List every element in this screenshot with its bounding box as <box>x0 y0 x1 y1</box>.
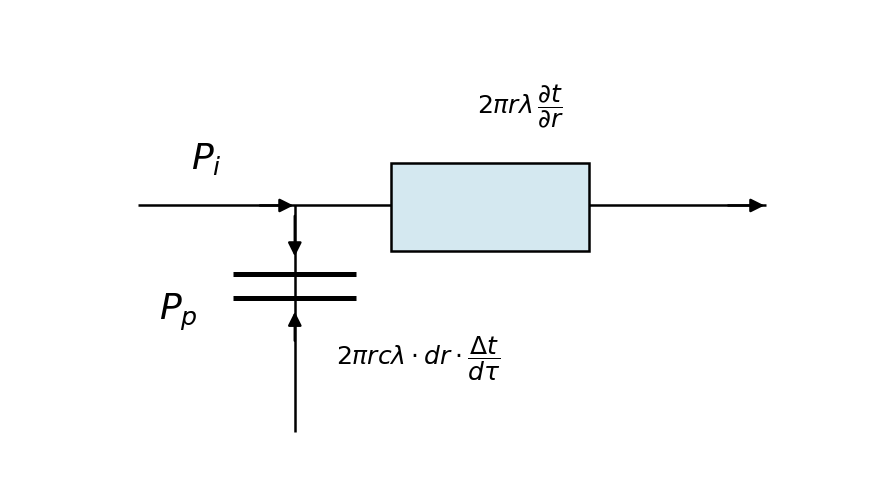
Text: $P_p$: $P_p$ <box>160 292 198 333</box>
Bar <box>391 163 589 251</box>
Text: $P_i$: $P_i$ <box>191 141 221 177</box>
Text: $2\pi r\lambda\,\dfrac{\partial t}{\partial r}$: $2\pi r\lambda\,\dfrac{\partial t}{\part… <box>477 82 564 130</box>
Text: $2\pi rc\lambda\cdot dr\cdot\dfrac{\Delta t}{d\tau}$: $2\pi rc\lambda\cdot dr\cdot\dfrac{\Delt… <box>336 335 500 383</box>
